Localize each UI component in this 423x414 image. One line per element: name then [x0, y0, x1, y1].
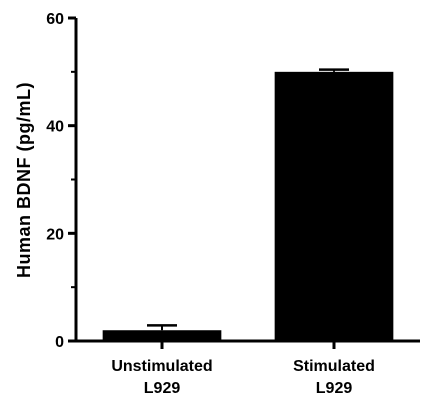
bars	[102, 71, 394, 341]
y-tick-label: 0	[55, 334, 64, 351]
bar	[102, 330, 222, 341]
y-tick-label: 20	[46, 226, 64, 243]
y-tick-label: 60	[46, 11, 64, 28]
bar	[274, 71, 394, 341]
x-tick-label: Stimulated L929	[293, 358, 375, 397]
x-axis	[74, 339, 420, 349]
error-bars	[147, 68, 349, 331]
category-labels: Unstimulated L929 Stimulated L929	[111, 358, 375, 397]
y-axis-title: Human BDNF (pg/mL)	[14, 82, 34, 278]
y-tick-label: 40	[46, 119, 64, 136]
y-axis: 0 20 40 60	[46, 11, 78, 351]
x-tick-label: Unstimulated L929	[111, 358, 212, 397]
